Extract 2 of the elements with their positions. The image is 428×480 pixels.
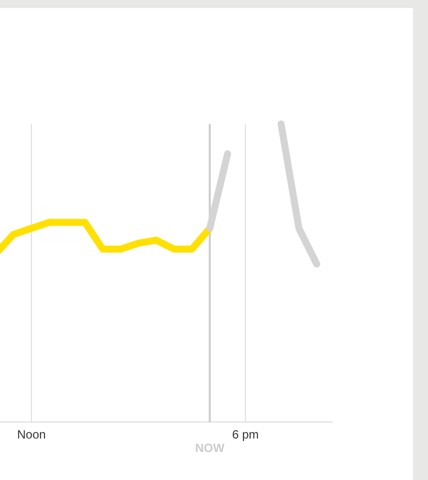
x-tick-label: Noon — [17, 428, 46, 442]
x-tick-label: 6 pm — [232, 428, 259, 442]
